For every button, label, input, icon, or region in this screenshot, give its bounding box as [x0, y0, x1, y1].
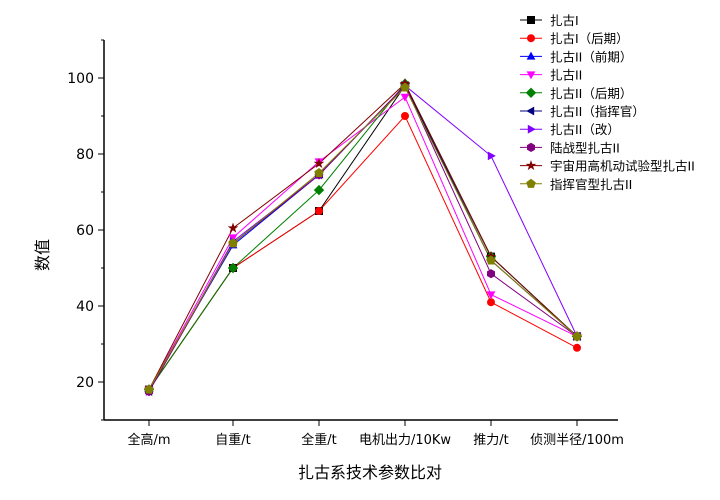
legend-marker — [527, 124, 536, 134]
series-line — [148, 84, 578, 390]
legend-item: 指挥官型扎古II — [520, 177, 632, 192]
data-point — [144, 384, 154, 394]
data-point — [486, 291, 496, 300]
data-point — [487, 269, 495, 279]
legend-item: 扎古II（指挥官） — [520, 104, 645, 119]
data-point — [401, 112, 409, 120]
y-tick-label: 100 — [67, 71, 94, 87]
legend-item: 扎古II（后期） — [520, 86, 632, 101]
legend-item: 扎古II — [520, 68, 582, 83]
legend-marker — [527, 34, 535, 43]
series-line — [148, 82, 578, 390]
series-line — [148, 84, 578, 392]
data-point — [487, 151, 496, 161]
x-tick-label: 侦测半径/100m — [530, 433, 624, 448]
data-point — [313, 157, 325, 169]
legend-item: 扎古I — [520, 13, 579, 28]
legend-marker — [525, 87, 537, 98]
legend-label: 扎古II — [550, 68, 582, 83]
legend-label: 扎古II（改） — [550, 122, 620, 137]
legend-marker — [527, 16, 535, 24]
x-tick-label: 自重/t — [215, 432, 250, 448]
data-point — [487, 298, 495, 307]
data-point — [573, 343, 581, 352]
data-point — [228, 238, 238, 248]
series-line — [148, 86, 578, 390]
data-point — [313, 184, 325, 196]
legend-label: 指挥官型扎古II — [550, 177, 632, 192]
x-tick-label: 全高/m — [127, 432, 170, 448]
legend-label: 扎古I — [550, 13, 579, 28]
y-axis-label: 数值 — [33, 239, 52, 271]
data-point — [227, 222, 239, 233]
x-tick-label: 全重/t — [301, 432, 336, 448]
legend-item: 扎古II（前期） — [520, 49, 632, 64]
legend-label: 陆战型扎古II — [550, 140, 620, 155]
data-point — [486, 255, 496, 265]
series-line — [148, 84, 578, 392]
series-line — [148, 96, 578, 390]
series-line — [148, 84, 578, 392]
legend-label: 扎古II（指挥官） — [550, 104, 645, 119]
legend-marker — [526, 178, 536, 188]
data-point — [400, 93, 410, 102]
y-tick-label: 40 — [76, 299, 94, 315]
y-tick-label: 80 — [76, 147, 94, 163]
y-tick-label: 60 — [76, 223, 94, 239]
legend-marker — [527, 142, 535, 152]
legend-label: 宇宙用高机动试验型扎古II — [550, 159, 695, 174]
legend-label: 扎古II（前期） — [550, 49, 632, 64]
legend-marker — [526, 106, 535, 116]
data-point — [227, 262, 239, 274]
legend-marker — [525, 160, 537, 171]
legend-label: 扎古II（后期） — [550, 86, 632, 101]
axes-group: 20 40 60 80 100 全高/m 自重/t 全重/t 电机出力/10Kw 推力/t 侦测半径… — [67, 39, 624, 448]
x-axis-label: 扎古系技术参数比对 — [298, 463, 442, 482]
legend-item: 扎古I（后期） — [520, 31, 629, 46]
legend-label: 扎古I（后期） — [550, 31, 629, 46]
y-tick-label: 20 — [76, 375, 94, 391]
data-point — [314, 168, 324, 178]
legend-marker — [526, 51, 536, 60]
legend-marker — [526, 71, 536, 80]
legend-item: 宇宙用高机动试验型扎古II — [520, 159, 695, 174]
data-point — [572, 331, 582, 341]
series-lines — [148, 82, 578, 392]
series-line — [148, 84, 578, 390]
legend-item: 陆战型扎古II — [520, 140, 620, 155]
data-point — [400, 82, 410, 92]
data-point — [315, 207, 323, 215]
legend: 扎古I 扎古I（后期） 扎古II（前期） 扎古II 扎古II（后期） 扎古II（指挥官） 扎… — [520, 13, 695, 192]
x-tick-label: 电机出力/10Kw — [359, 433, 451, 448]
x-tick-label: 推力/t — [473, 433, 508, 448]
series-markers — [143, 78, 583, 397]
series-line — [148, 115, 578, 390]
legend-item: 扎古II（改） — [520, 122, 620, 137]
